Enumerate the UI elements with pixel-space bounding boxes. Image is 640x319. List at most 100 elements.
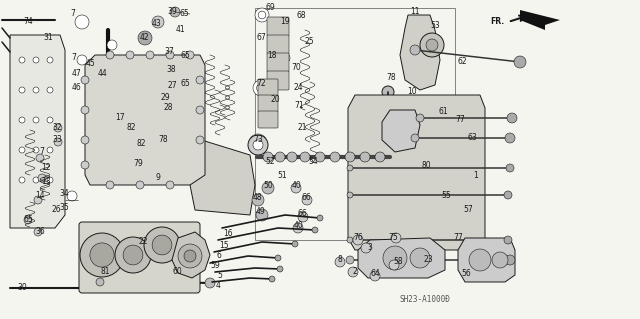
Circle shape <box>47 87 53 93</box>
Text: 51: 51 <box>277 170 287 180</box>
Circle shape <box>144 227 180 263</box>
Circle shape <box>410 248 430 268</box>
Text: 3: 3 <box>367 243 372 253</box>
Text: 73: 73 <box>253 136 263 145</box>
Text: 82: 82 <box>126 123 136 132</box>
Text: 47: 47 <box>71 70 81 78</box>
Circle shape <box>205 278 215 288</box>
Text: 14: 14 <box>35 191 45 201</box>
Circle shape <box>19 147 25 153</box>
Circle shape <box>504 236 512 244</box>
Circle shape <box>33 87 39 93</box>
Text: 64: 64 <box>370 270 380 278</box>
Text: 63: 63 <box>467 133 477 143</box>
Circle shape <box>275 255 281 261</box>
Polygon shape <box>400 15 440 90</box>
Text: 49: 49 <box>255 207 265 217</box>
Circle shape <box>253 138 263 148</box>
Text: 61: 61 <box>438 108 448 116</box>
Circle shape <box>166 51 174 59</box>
Circle shape <box>416 114 424 122</box>
Text: 35: 35 <box>59 203 69 211</box>
Text: 17: 17 <box>115 113 125 122</box>
Circle shape <box>292 241 298 247</box>
Circle shape <box>420 33 444 57</box>
Text: 54: 54 <box>308 158 318 167</box>
Text: 65: 65 <box>23 216 33 225</box>
Circle shape <box>81 76 89 84</box>
Circle shape <box>293 223 303 233</box>
Circle shape <box>96 58 104 66</box>
Circle shape <box>504 191 512 199</box>
Polygon shape <box>382 110 420 152</box>
Circle shape <box>47 147 53 153</box>
Circle shape <box>253 80 269 96</box>
Circle shape <box>170 7 180 17</box>
Text: 77: 77 <box>453 234 463 242</box>
Text: 21: 21 <box>297 123 307 132</box>
Text: 78: 78 <box>386 73 396 83</box>
Circle shape <box>287 152 297 162</box>
Text: 28: 28 <box>163 103 173 113</box>
Text: 42: 42 <box>139 33 149 42</box>
Circle shape <box>469 249 491 271</box>
Circle shape <box>505 255 515 265</box>
Circle shape <box>353 235 363 245</box>
FancyBboxPatch shape <box>258 95 278 112</box>
Circle shape <box>382 86 394 98</box>
Text: 31: 31 <box>43 33 53 42</box>
Text: 66: 66 <box>297 210 307 219</box>
Text: 30: 30 <box>17 284 27 293</box>
Circle shape <box>106 181 114 189</box>
Text: 20: 20 <box>270 95 280 105</box>
Circle shape <box>126 51 134 59</box>
Text: 71: 71 <box>294 100 304 109</box>
Circle shape <box>269 276 275 282</box>
Text: 62: 62 <box>457 57 467 66</box>
Circle shape <box>96 278 104 286</box>
Circle shape <box>24 216 32 224</box>
Circle shape <box>249 134 267 152</box>
Text: 75: 75 <box>388 234 398 242</box>
Text: 8: 8 <box>338 256 342 264</box>
Circle shape <box>300 152 310 162</box>
Circle shape <box>330 152 340 162</box>
Text: 50: 50 <box>263 181 273 189</box>
Circle shape <box>54 138 62 146</box>
Text: 6: 6 <box>216 251 221 261</box>
FancyBboxPatch shape <box>79 222 200 293</box>
Circle shape <box>412 44 428 60</box>
Circle shape <box>277 266 283 272</box>
Text: FR.: FR. <box>490 18 504 26</box>
Circle shape <box>47 57 53 63</box>
Text: 16: 16 <box>223 229 233 239</box>
Text: 34: 34 <box>59 189 69 198</box>
Circle shape <box>152 235 172 255</box>
Text: 18: 18 <box>268 50 276 60</box>
Circle shape <box>253 140 263 150</box>
Circle shape <box>33 57 39 63</box>
Text: 79: 79 <box>133 159 143 167</box>
FancyBboxPatch shape <box>258 111 278 128</box>
Circle shape <box>298 212 308 222</box>
FancyBboxPatch shape <box>267 71 289 90</box>
Text: 76: 76 <box>353 234 363 242</box>
Circle shape <box>291 183 301 193</box>
Circle shape <box>426 39 438 51</box>
Text: 70: 70 <box>291 63 301 72</box>
Circle shape <box>123 245 143 265</box>
Circle shape <box>33 147 39 153</box>
Circle shape <box>33 177 39 183</box>
Circle shape <box>312 227 318 233</box>
Text: 45: 45 <box>85 58 95 68</box>
Circle shape <box>186 51 194 59</box>
Circle shape <box>347 192 353 198</box>
Circle shape <box>345 152 355 162</box>
Circle shape <box>348 267 358 277</box>
Circle shape <box>150 137 160 147</box>
Circle shape <box>80 233 124 277</box>
Circle shape <box>514 56 526 68</box>
Circle shape <box>77 55 87 65</box>
Circle shape <box>19 57 25 63</box>
Circle shape <box>346 256 354 264</box>
